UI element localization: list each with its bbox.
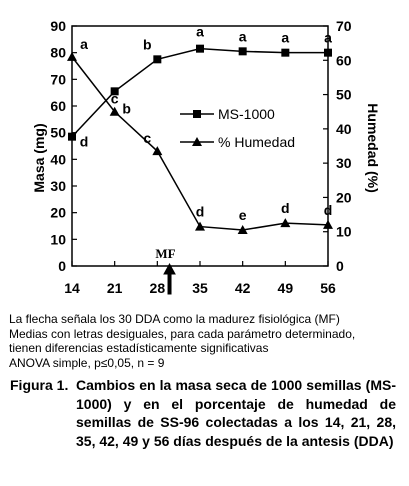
humedad-letter: d (196, 204, 205, 220)
ms1000-point (281, 48, 290, 57)
left-tick-label: 90 (50, 18, 66, 34)
legend-triangle-marker (192, 137, 202, 146)
left-axis-title: Masa (mg) (31, 123, 47, 192)
ms1000-point (196, 44, 204, 53)
humedad-letter: a (80, 36, 88, 52)
note-line: tienen diferencias estadísticamente sign… (9, 341, 269, 355)
legend-label-ms1000: MS-1000 (218, 106, 275, 122)
left-tick-label: 50 (50, 125, 66, 141)
x-tick-label: 14 (64, 280, 80, 296)
ms1000-point (324, 48, 332, 57)
ms1000-letter: a (281, 30, 289, 46)
left-tick-label: 40 (50, 151, 66, 167)
note-line: La flecha señala los 30 DDA como la madu… (9, 312, 340, 326)
humedad-letter: e (239, 207, 247, 223)
right-tick-label: 50 (336, 87, 352, 103)
mf-label: MF (155, 246, 175, 261)
ms1000-point (110, 87, 119, 96)
humedad-letter: b (122, 101, 131, 117)
right-tick-label: 10 (336, 224, 352, 240)
humedad-letter: d (324, 202, 333, 218)
right-tick-label: 0 (336, 258, 344, 274)
left-tick-label: 70 (50, 71, 66, 87)
ms1000-point (68, 132, 76, 141)
humedad-point (237, 225, 248, 234)
x-tick-label: 56 (320, 280, 336, 296)
caption-label: Figura 1. (10, 377, 69, 393)
humedad-letter: c (143, 130, 151, 146)
left-axis-ticks: 0 10 20 30 40 50 60 70 80 90 (50, 18, 77, 274)
mf-arrow-icon (163, 262, 176, 295)
left-tick-label: 0 (58, 258, 66, 274)
x-tick-label: 49 (278, 280, 294, 296)
x-tick-label: 21 (107, 280, 123, 296)
humedad-letter: d (281, 200, 290, 216)
left-tick-label: 80 (50, 45, 66, 61)
right-axis-ticks: 0 10 20 30 40 50 60 70 (323, 18, 352, 274)
note-line: Medias con letras desiguales, para cada … (9, 326, 356, 341)
ms1000-point (153, 55, 162, 64)
humedad-point (323, 219, 333, 229)
left-tick-label: 30 (50, 178, 66, 194)
legend-label-humedad: % Humedad (218, 134, 295, 150)
legend-square-marker (193, 110, 201, 118)
humedad-point (67, 51, 77, 61)
left-tick-label: 20 (50, 205, 66, 221)
humedad-point (152, 146, 163, 156)
x-tick-label: 35 (192, 280, 208, 296)
right-axis-title: Humedad (%) (365, 103, 381, 192)
right-tick-label: 70 (336, 18, 352, 34)
ms1000-letter: a (239, 28, 247, 44)
ms1000-letter: a (196, 24, 204, 40)
ms1000-letter: c (111, 90, 119, 106)
right-tick-label: 60 (336, 52, 352, 68)
note-line: ANOVA simple, p≤0,05, n = 9 (9, 355, 165, 370)
x-tick-label: 42 (235, 280, 251, 296)
x-tick-label: 28 (150, 280, 166, 296)
right-tick-label: 30 (336, 155, 352, 171)
right-tick-label: 40 (336, 121, 352, 137)
humedad-point (280, 218, 291, 228)
humedad-point (195, 221, 205, 231)
humedad-point (109, 106, 120, 116)
ms1000-letter: d (80, 134, 89, 150)
ms1000-point (238, 47, 247, 56)
right-tick-label: 20 (336, 189, 352, 205)
mf-annotation: MF (155, 246, 176, 295)
figure-caption: Figura 1. Cambios en la masa seca de 100… (10, 376, 396, 450)
caption-text: Cambios en la masa seca de 1000 semillas… (76, 377, 396, 449)
left-tick-label: 60 (50, 98, 66, 114)
notes: La flecha señala los 30 DDA como la madu… (9, 312, 405, 370)
left-tick-label: 10 (50, 231, 66, 247)
chart: 0 10 20 30 40 50 60 70 80 90 0 10 20 30 40 50 60 70 14 21… (31, 18, 381, 296)
ms1000-letter: b (143, 36, 152, 52)
x-axis-ticks: 14 21 28 35 42 49 56 (64, 261, 336, 296)
ms1000-letter: a (324, 30, 332, 46)
legend: MS-1000 % Humedad (180, 106, 295, 150)
